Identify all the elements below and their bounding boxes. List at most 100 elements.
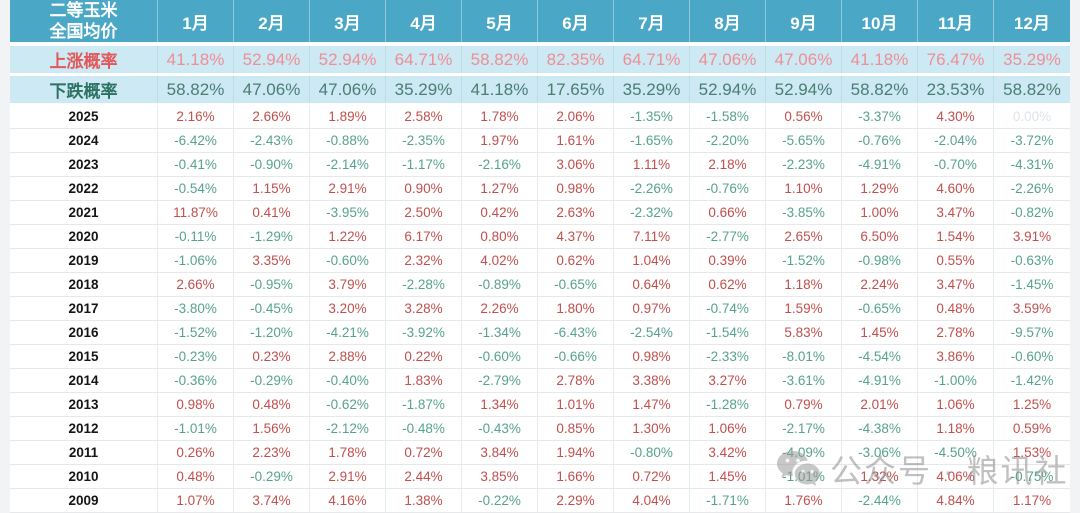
table-row: 2022 -0.54% 1.15% 2.91% 0.90% 1.27% 0.98% -2.26… <box>10 177 1070 201</box>
value-cell: 1.00% <box>842 201 918 224</box>
value-cell: 2.29% <box>538 489 614 512</box>
value-cell: 1.45% <box>842 321 918 344</box>
value-cell: 1.54% <box>918 225 994 248</box>
value-cell: 1.32% <box>842 465 918 488</box>
value-cell: 1.25% <box>1012 397 1052 412</box>
value-cell: 2.01% <box>842 393 918 416</box>
value-cell: 1.11% <box>614 153 690 176</box>
value-cell: -1.58% <box>690 105 766 128</box>
value-cell: -1.17% <box>386 153 462 176</box>
value-cell: 4.60% <box>918 177 994 200</box>
month-header-cell: 6月 <box>538 0 614 43</box>
month-header-cell: 5月 <box>462 0 538 43</box>
value-cell: -2.16% <box>462 153 538 176</box>
month-header-cell: 1月 <box>158 0 234 43</box>
value-cell: -4.91% <box>842 369 918 392</box>
table-row: 2017 -3.80% -0.45% 3.20% 3.28% 2.26% 1.80% 0.97… <box>10 297 1070 321</box>
value-cell: -2.28% <box>386 273 462 296</box>
value-cell: -2.26% <box>1010 181 1054 196</box>
value-cell: -1.42% <box>1010 373 1054 388</box>
value-cell: -2.14% <box>310 153 386 176</box>
fall-probability-label: 下跌概率 <box>10 76 158 103</box>
value-cell: -5.65% <box>766 129 842 152</box>
month-header-cell: 4月 <box>386 0 462 43</box>
value-cell: -4.09% <box>766 441 842 464</box>
value-cell: 0.48% <box>918 297 994 320</box>
year-label: 2013 <box>10 393 158 416</box>
value-cell: 1.97% <box>462 129 538 152</box>
fall-probability-value: 47.06% <box>310 76 386 103</box>
table-row: 2018 2.66% -0.95% 3.79% -2.28% -0.89% -0.65% 0.… <box>10 273 1070 297</box>
value-cell: 1.61% <box>538 129 614 152</box>
value-cell: 2.78% <box>538 369 614 392</box>
value-cell: 2.16% <box>158 105 234 128</box>
fall-probability-value: 35.29% <box>386 76 462 103</box>
year-label: 2012 <box>10 417 158 440</box>
value-cell: 3.74% <box>234 489 310 512</box>
value-cell: -2.20% <box>690 129 766 152</box>
value-cell: 1.56% <box>234 417 310 440</box>
year-label: 2024 <box>10 129 158 152</box>
rise-probability-value: 58.82% <box>462 46 538 73</box>
year-label: 2016 <box>10 321 158 344</box>
table-row: 2023 -0.41% -0.90% -2.14% -1.17% -2.16% 3.06% 1… <box>10 153 1070 177</box>
value-cell: -6.43% <box>538 321 614 344</box>
value-cell: 3.86% <box>918 345 994 368</box>
value-cell: -0.54% <box>158 177 234 200</box>
table-header-row: 二等玉米 全国均价 1月 2月 3月 4月 5月 6月 7月 8月 9月 10月 11月 12月 <box>10 0 1070 43</box>
year-label: 2019 <box>10 249 158 272</box>
value-cell: 2.63% <box>538 201 614 224</box>
fall-probability-value: 58.82% <box>1003 79 1061 99</box>
table-corner-title: 二等玉米 全国均价 <box>10 0 158 43</box>
value-cell: 3.79% <box>310 273 386 296</box>
value-cell: -1.06% <box>158 249 234 272</box>
value-cell: 1.10% <box>766 177 842 200</box>
value-cell: -1.52% <box>766 249 842 272</box>
fall-probability-value: 52.94% <box>766 76 842 103</box>
value-cell: -1.87% <box>386 393 462 416</box>
value-cell: -3.92% <box>386 321 462 344</box>
value-cell: 2.26% <box>462 297 538 320</box>
value-cell: -0.41% <box>158 153 234 176</box>
rise-probability-value: 41.18% <box>842 46 918 73</box>
value-cell: 0.22% <box>386 345 462 368</box>
value-cell: -0.76% <box>690 177 766 200</box>
fall-probability-value: 52.94% <box>690 76 766 103</box>
value-cell: 2.50% <box>386 201 462 224</box>
value-cell: 0.41% <box>234 201 310 224</box>
value-cell: 1.34% <box>462 393 538 416</box>
value-cell: -4.91% <box>842 153 918 176</box>
month-header-cell: 9月 <box>766 0 842 43</box>
table-row: 2009 1.07% 3.74% 4.16% 1.38% -0.22% 2.29% 4.04%… <box>10 489 1070 513</box>
value-cell: -6.42% <box>158 129 234 152</box>
value-cell: -4.21% <box>310 321 386 344</box>
value-cell: -0.90% <box>234 153 310 176</box>
value-cell: 4.37% <box>538 225 614 248</box>
value-cell: -1.34% <box>462 321 538 344</box>
price-table: 二等玉米 全国均价 1月 2月 3月 4月 5月 6月 7月 8月 9月 10月 11月 12月 上涨… <box>10 0 1070 513</box>
value-cell: 0.23% <box>234 345 310 368</box>
year-label: 2018 <box>10 273 158 296</box>
value-cell: -2.32% <box>614 201 690 224</box>
value-cell: 4.84% <box>918 489 994 512</box>
table-row: 2025 2.16% 2.66% 1.89% 2.58% 1.78% 2.06% -1.35%… <box>10 105 1070 129</box>
value-cell: -0.75% <box>1010 469 1054 484</box>
value-cell: 1.18% <box>918 417 994 440</box>
value-cell: 4.06% <box>918 465 994 488</box>
value-cell: -0.82% <box>1010 205 1054 220</box>
year-label: 2010 <box>10 465 158 488</box>
value-cell: 0.48% <box>158 465 234 488</box>
rise-probability-row: 上涨概率 41.18% 52.94% 52.94% 64.71% 58.82% 82.35… <box>10 46 1070 73</box>
value-cell: 2.78% <box>918 321 994 344</box>
value-cell: 0.85% <box>538 417 614 440</box>
value-cell: -0.60% <box>310 249 386 272</box>
value-cell: -1.01% <box>766 465 842 488</box>
value-cell: -0.80% <box>614 441 690 464</box>
table-row: 2016 -1.52% -1.20% -4.21% -3.92% -1.34% -6.43%… <box>10 321 1070 345</box>
year-label: 2017 <box>10 297 158 320</box>
fall-probability-value: 58.82% <box>158 76 234 103</box>
value-cell: -3.95% <box>310 201 386 224</box>
value-cell: 1.47% <box>614 393 690 416</box>
year-label: 2014 <box>10 369 158 392</box>
value-cell: -0.63% <box>1010 253 1054 268</box>
